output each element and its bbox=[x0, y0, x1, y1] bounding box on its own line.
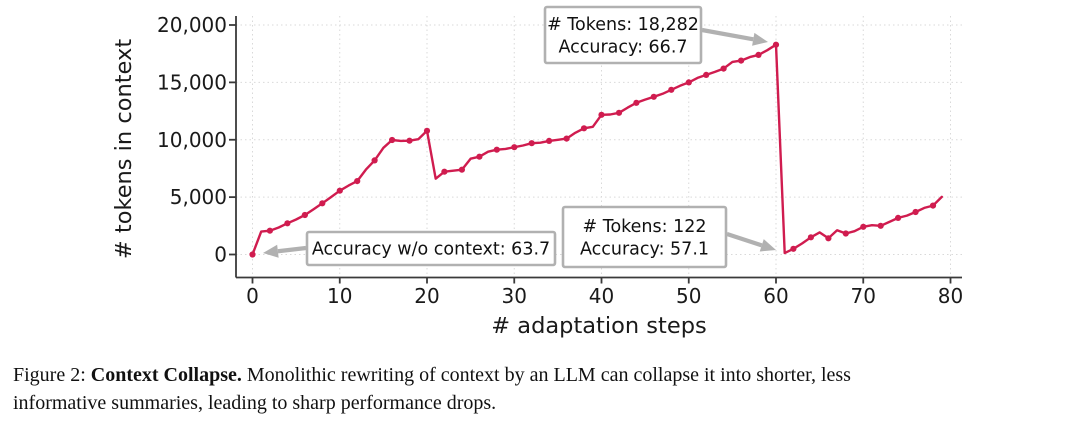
data-point bbox=[598, 111, 605, 118]
data-point bbox=[266, 227, 273, 234]
data-point bbox=[371, 157, 378, 164]
data-point bbox=[807, 234, 815, 241]
data-point bbox=[580, 125, 588, 132]
x-axis-label: # adaptation steps bbox=[491, 313, 706, 339]
annotation-arrowhead bbox=[263, 244, 279, 258]
x-tick-label: 80 bbox=[938, 284, 963, 308]
annotation-text: Accuracy: 57.1 bbox=[580, 239, 709, 259]
annotation-text: Accuracy w/o context: 63.7 bbox=[312, 240, 550, 260]
data-point bbox=[929, 202, 937, 209]
x-tick-label: 10 bbox=[327, 284, 352, 308]
data-point bbox=[912, 208, 919, 216]
y-tick-label: 10,000 bbox=[157, 128, 227, 152]
annotation-box bbox=[305, 230, 557, 267]
annotation-arrowhead bbox=[752, 32, 768, 46]
data-point bbox=[528, 140, 535, 147]
annotation-text: # Tokens: 122 bbox=[583, 217, 707, 237]
data-point bbox=[336, 187, 343, 194]
data-point bbox=[441, 168, 448, 175]
data-point bbox=[284, 220, 291, 227]
data-point bbox=[511, 144, 518, 151]
caption-title: Context Collapse. bbox=[90, 364, 242, 386]
data-point bbox=[650, 93, 657, 100]
data-point bbox=[790, 245, 797, 252]
data-point bbox=[615, 109, 623, 116]
data-point bbox=[476, 153, 483, 160]
data-point bbox=[877, 222, 884, 229]
x-tick-label: 50 bbox=[676, 284, 701, 308]
data-point bbox=[546, 137, 553, 144]
y-tick-label: 5,000 bbox=[170, 185, 227, 209]
data-point bbox=[354, 178, 361, 185]
caption-figure-number: Figure 2: bbox=[13, 364, 86, 386]
x-tick-label: 20 bbox=[414, 284, 439, 308]
data-point bbox=[842, 230, 849, 237]
data-point bbox=[772, 41, 780, 48]
x-tick-label: 30 bbox=[502, 284, 527, 308]
axes-spines bbox=[235, 16, 962, 279]
data-point bbox=[685, 79, 692, 86]
x-tick-label: 0 bbox=[246, 284, 259, 308]
y-axis-label: # tokens in context bbox=[111, 39, 137, 259]
data-points bbox=[249, 41, 937, 258]
y-tick-label: 15,000 bbox=[157, 70, 227, 94]
caption-line-2: informative summaries, leading to sharp … bbox=[13, 391, 497, 414]
data-point bbox=[563, 135, 570, 142]
y-tick-label: 0 bbox=[214, 243, 227, 267]
data-point bbox=[406, 137, 413, 144]
annotation-box bbox=[543, 5, 703, 65]
data-point bbox=[720, 65, 727, 72]
data-point bbox=[738, 57, 745, 64]
tick-labels: 0 10 20 30 40 50 60 70 80 0 5,000 10,000 15,000 20,00… bbox=[157, 13, 963, 308]
x-tick-label: 70 bbox=[851, 284, 876, 308]
data-point bbox=[703, 71, 710, 78]
figure-caption: Figure 2: Context Collapse. Monolithic r… bbox=[13, 362, 1073, 417]
caption-text-1: Monolithic rewriting of context by an LL… bbox=[246, 364, 851, 386]
data-point bbox=[319, 200, 326, 207]
data-point bbox=[668, 86, 675, 93]
data-point bbox=[389, 136, 396, 144]
data-point bbox=[423, 127, 431, 134]
data-point bbox=[458, 166, 465, 173]
x-tick-label: 60 bbox=[763, 284, 788, 308]
data-point bbox=[860, 223, 867, 230]
annotation-arrow-shaft bbox=[277, 245, 307, 254]
data-point bbox=[493, 146, 500, 153]
annotation-text: Accuracy: 66.7 bbox=[558, 37, 687, 57]
x-tick-label: 40 bbox=[589, 284, 614, 308]
data-point bbox=[755, 51, 762, 59]
annotation-text: # Tokens: 18,282 bbox=[547, 15, 699, 35]
annotation-arrow-shaft bbox=[701, 27, 754, 42]
annotation-box bbox=[561, 205, 728, 269]
tick-marks bbox=[229, 24, 952, 284]
caption-line-1: Figure 2: Context Collapse. Monolithic r… bbox=[13, 362, 1073, 390]
y-tick-label: 20,000 bbox=[157, 13, 227, 37]
annotation-arrow-shaft bbox=[726, 232, 763, 248]
data-point bbox=[301, 211, 308, 219]
annotation-arrowhead bbox=[759, 239, 776, 252]
data-point bbox=[249, 251, 256, 258]
data-point bbox=[895, 214, 902, 221]
data-point bbox=[633, 99, 640, 106]
data-point bbox=[825, 235, 832, 242]
context-collapse-chart: 0 10 20 30 40 50 60 70 80 0 5,000 10,000 15,000 20,00… bbox=[111, 5, 963, 339]
